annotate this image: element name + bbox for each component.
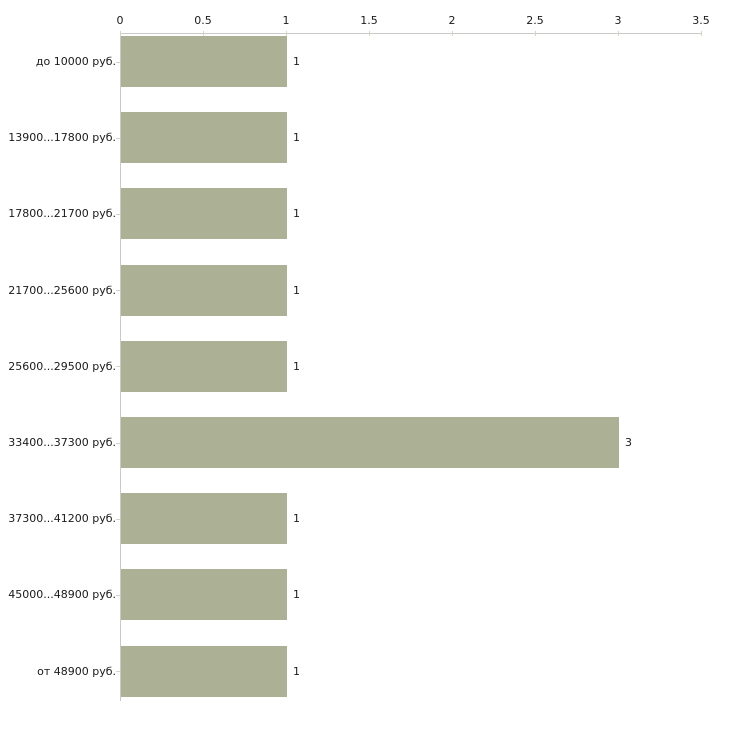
bar xyxy=(121,264,287,316)
category-label: от 48900 руб. xyxy=(37,664,116,678)
value-label: 1 xyxy=(293,588,300,602)
category-label: до 10000 руб. xyxy=(35,55,116,68)
category-label: 17800...21700 руб. xyxy=(8,207,116,221)
x-tick-label: 0 xyxy=(116,14,124,27)
category-tick-mark xyxy=(116,442,120,444)
category-label: 45000...48900 руб. xyxy=(8,588,116,602)
value-label: 3 xyxy=(625,436,632,449)
category-tick-mark xyxy=(116,366,120,368)
x-tick-label: 2.5 xyxy=(526,14,544,27)
x-tick-label: 3 xyxy=(614,14,622,27)
category-tick-mark xyxy=(116,518,120,520)
bar xyxy=(121,645,287,697)
value-label: 1 xyxy=(293,131,300,145)
category-label: 25600...29500 руб. xyxy=(8,359,116,373)
bar xyxy=(121,340,287,392)
bar xyxy=(121,36,287,87)
category-label: 33400...37300 руб. xyxy=(8,436,116,449)
category-tick-mark xyxy=(116,671,120,673)
value-label: 1 xyxy=(293,359,300,373)
x-tick-mark xyxy=(701,31,702,36)
x-tick-mark xyxy=(452,31,453,36)
category-tick-mark xyxy=(116,213,120,215)
x-tick-label: 3.5 xyxy=(692,14,710,27)
category-tick-mark xyxy=(116,290,120,292)
x-tick-mark xyxy=(286,31,287,36)
category-tick-mark xyxy=(116,137,120,139)
category-label: 37300...41200 руб. xyxy=(8,512,116,526)
x-tick-label: 1 xyxy=(282,14,290,27)
bar xyxy=(121,417,619,468)
x-tick-mark xyxy=(203,31,204,36)
value-label: 1 xyxy=(293,55,300,68)
bar xyxy=(121,112,287,164)
x-tick-mark xyxy=(618,31,619,36)
bar xyxy=(121,493,287,545)
y-axis-line xyxy=(120,33,121,701)
category-tick-mark xyxy=(116,594,120,596)
category-label: 13900...17800 руб. xyxy=(8,131,116,145)
x-axis-line xyxy=(120,33,702,34)
value-label: 1 xyxy=(293,512,300,526)
x-tick-mark xyxy=(535,31,536,36)
value-label: 1 xyxy=(293,283,300,297)
bar xyxy=(121,188,287,240)
category-label: 21700...25600 руб. xyxy=(8,283,116,297)
value-label: 1 xyxy=(293,664,300,678)
x-tick-label: 0.5 xyxy=(194,14,212,27)
x-tick-mark xyxy=(369,31,370,36)
bar xyxy=(121,569,287,621)
x-tick-mark xyxy=(120,31,121,36)
category-tick-mark xyxy=(116,61,120,63)
x-tick-label: 2 xyxy=(448,14,456,27)
x-tick-label: 1.5 xyxy=(360,14,378,27)
value-label: 1 xyxy=(293,207,300,221)
